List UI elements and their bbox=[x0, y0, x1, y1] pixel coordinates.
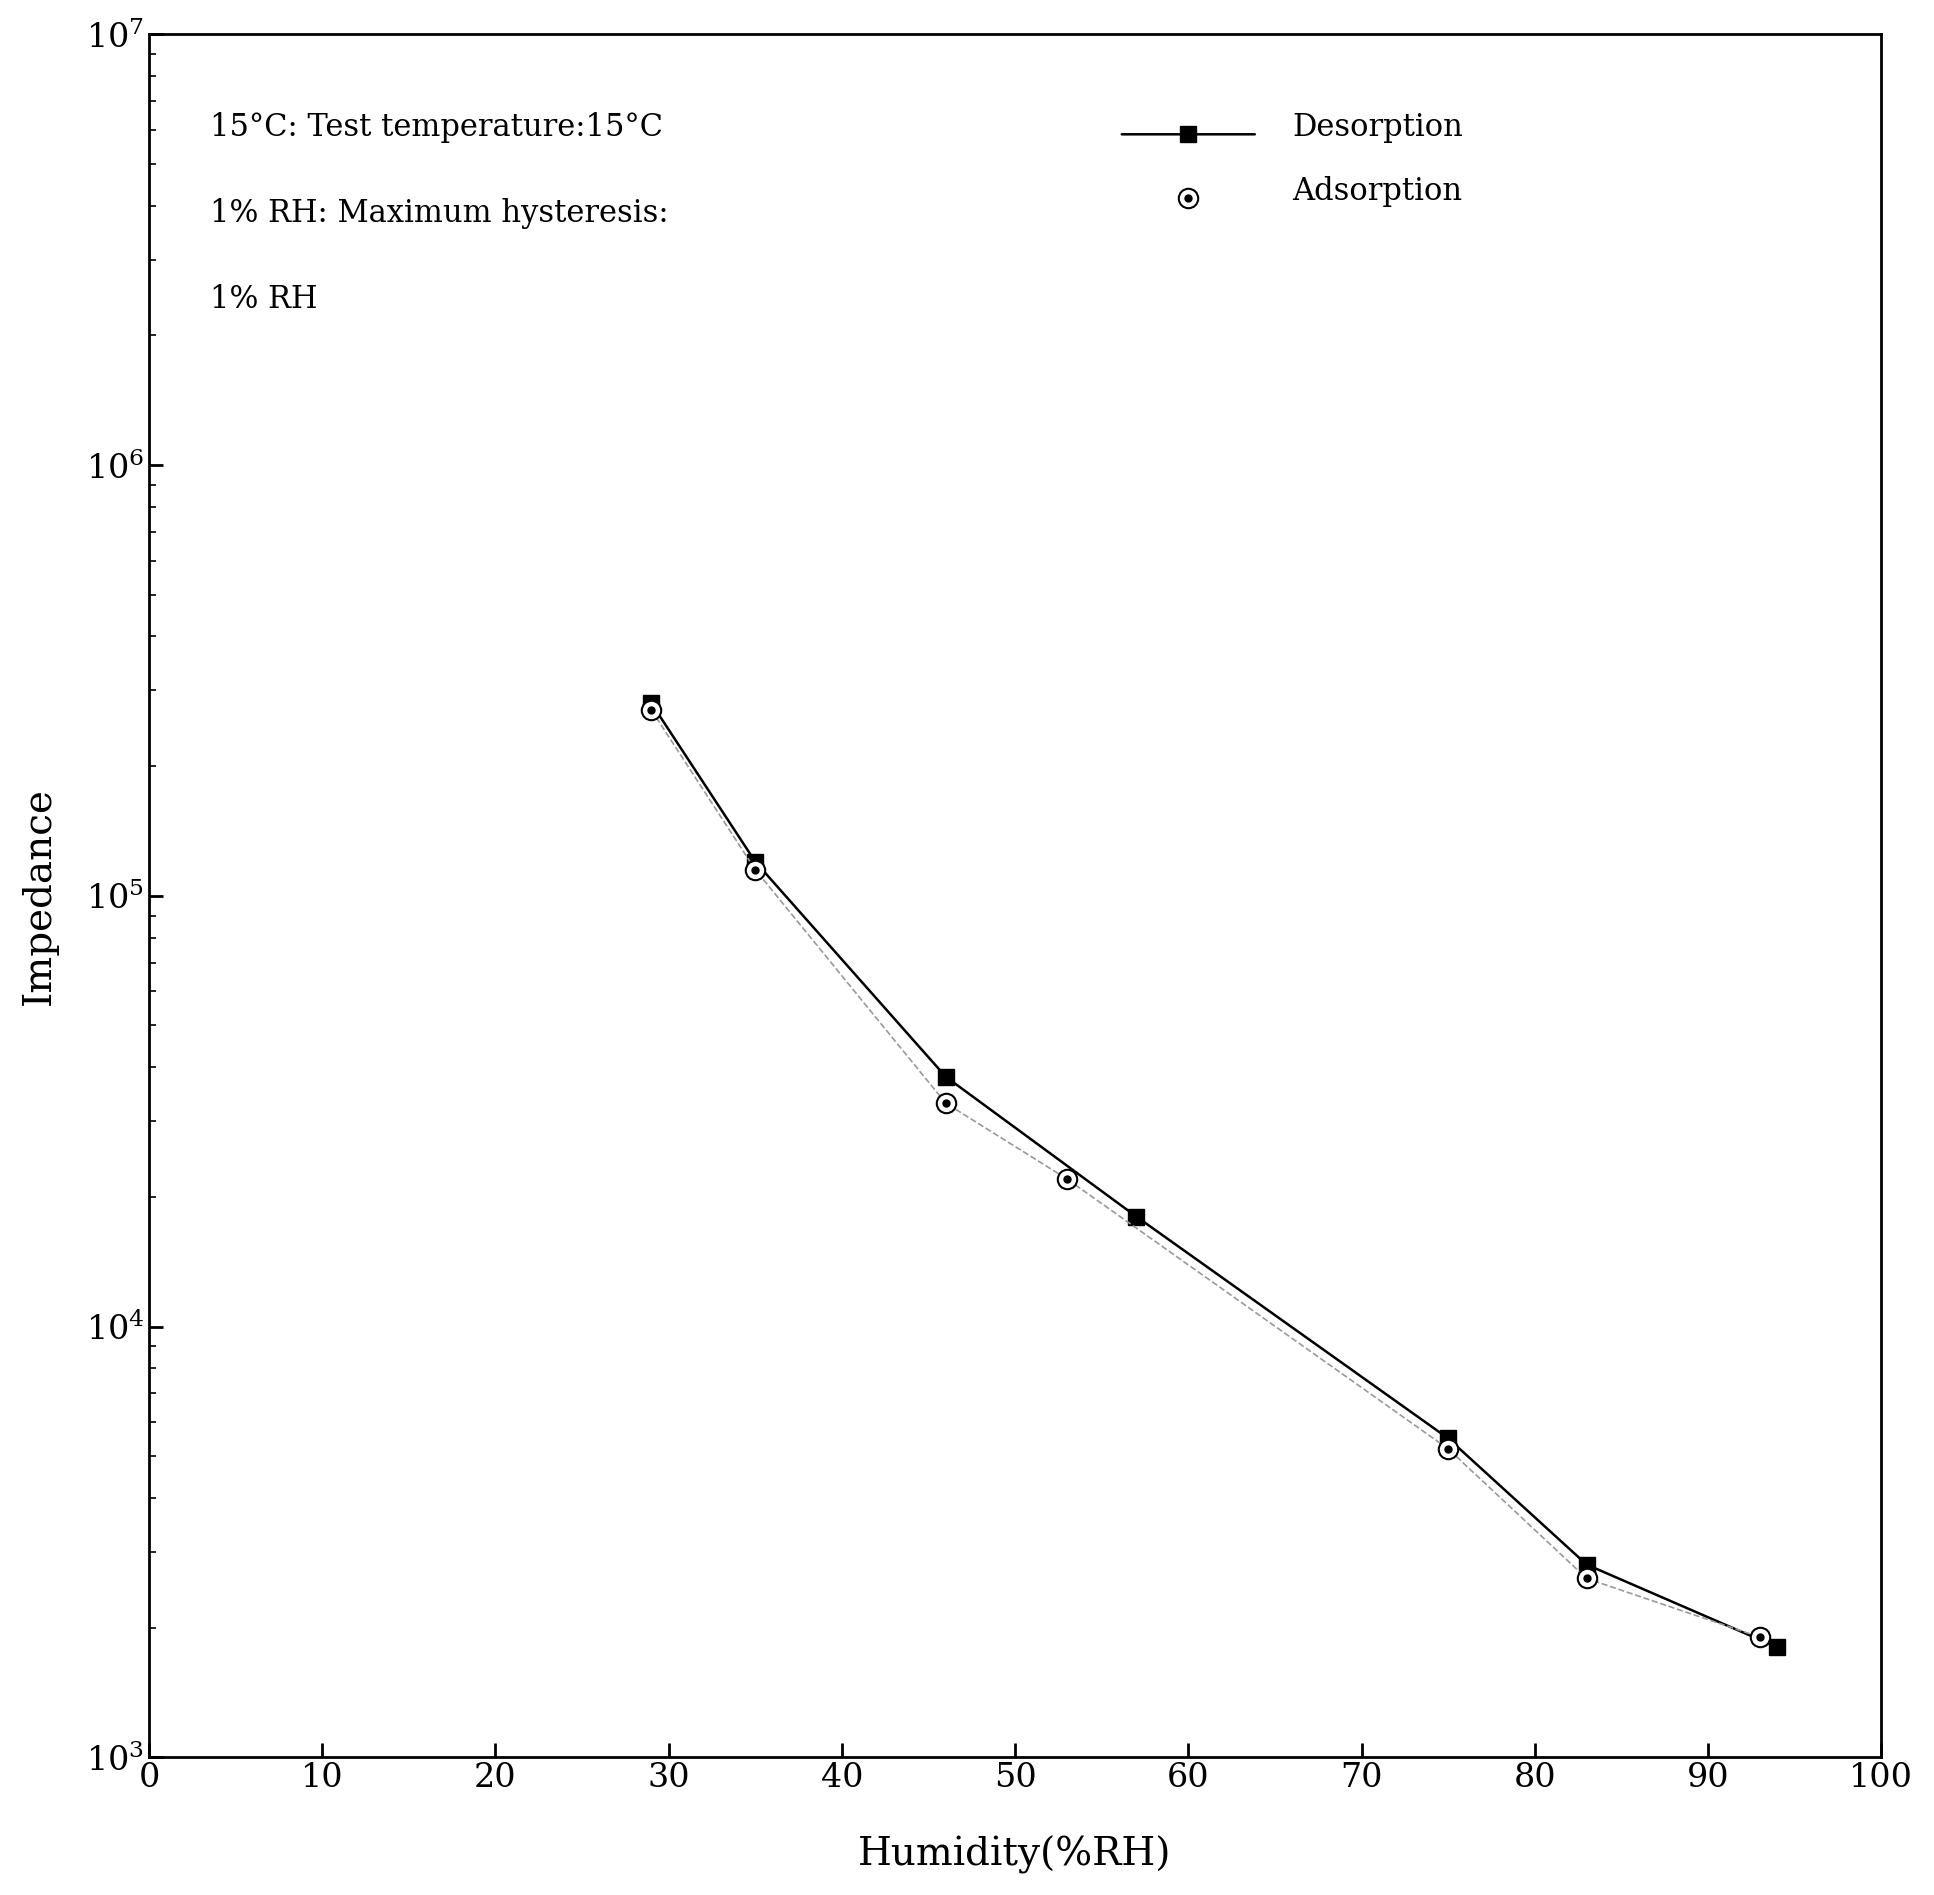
Text: 15°C: Test temperature:15°C: 15°C: Test temperature:15°C bbox=[209, 112, 663, 142]
X-axis label: Humidity(%RH): Humidity(%RH) bbox=[859, 1836, 1172, 1874]
Text: 1% RH: Maximum hysteresis:: 1% RH: Maximum hysteresis: bbox=[209, 199, 669, 229]
Text: Adsorption: Adsorption bbox=[1292, 176, 1462, 207]
Text: 1% RH: 1% RH bbox=[209, 284, 317, 315]
Text: Desorption: Desorption bbox=[1292, 112, 1464, 142]
Y-axis label: Impedance: Impedance bbox=[21, 786, 58, 1004]
